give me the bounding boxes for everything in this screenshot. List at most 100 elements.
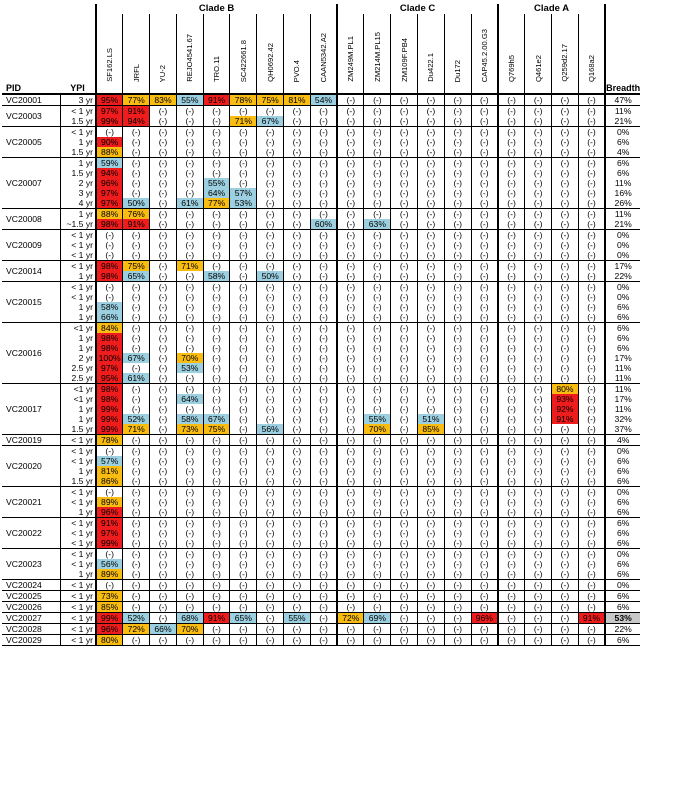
neutralization-value-cell: (-)	[551, 548, 579, 559]
neutralization-value-cell: (-)	[149, 302, 177, 312]
neutralization-value-cell: (-)	[363, 281, 391, 292]
neutralization-value-cell: (-)	[256, 538, 284, 549]
neutralization-value-cell: (-)	[336, 281, 364, 292]
neutralization-value-cell: (-)	[524, 198, 552, 209]
neutralization-value-cell: (-)	[363, 271, 391, 282]
neutralization-value-cell: (-)	[524, 343, 552, 353]
table-row: 1 yr 96% (-) (-) (-) (-) (-) (-) (-) (-) (-) (-) (-)…	[2, 507, 641, 518]
neutralization-value-cell: (-)	[122, 434, 150, 446]
virus-label: Du422.1	[426, 53, 436, 82]
neutralization-value-cell: (-)	[122, 363, 150, 373]
neutralization-value-cell: (-)	[229, 383, 257, 394]
neutralization-value-cell: (-)	[496, 188, 525, 198]
table-row: VC20014 < 1 yr 98% 75% (-) 71% (-) (-) (-) (-) (-)…	[2, 260, 641, 282]
neutralization-value-cell: (-)	[363, 404, 391, 414]
neutralization-value-cell: 65%	[229, 612, 257, 624]
neutralization-value-cell: (-)	[417, 126, 445, 137]
breadth-cell: 6%	[604, 466, 641, 476]
neutralization-value-cell: 56%	[95, 559, 123, 569]
neutralization-value-cell: (-)	[417, 147, 445, 158]
neutralization-value-cell: (-)	[202, 208, 230, 219]
neutralization-value-cell: (-)	[336, 528, 364, 538]
neutralization-value-cell: (-)	[363, 229, 391, 240]
neutralization-value-cell: (-)	[496, 240, 525, 250]
ypi-cell: 1 yr	[78, 343, 93, 353]
table-row: 1 yr 98% (-) (-) (-) (-) (-) (-) (-) (-) (-) (-) (-)…	[2, 343, 641, 353]
neutralization-value-cell: (-)	[551, 579, 579, 591]
neutralization-value-cell: (-)	[524, 363, 552, 373]
neutralization-value-cell: (-)	[551, 157, 579, 168]
neutralization-value-cell: (-)	[524, 476, 552, 487]
neutralization-value-cell: (-)	[470, 538, 498, 549]
neutralization-value-cell: (-)	[309, 559, 338, 569]
ypi-cell: 1 yr	[60, 271, 96, 282]
neutralization-value-cell: (-)	[390, 507, 418, 518]
neutralization-value-cell: (-)	[363, 333, 391, 343]
neutralization-value-cell: (-)	[470, 456, 498, 466]
neutralization-value-cell: (-)	[256, 178, 284, 188]
neutralization-value-cell: (-)	[336, 137, 364, 147]
neutralization-value-cell: (-)	[122, 486, 150, 497]
neutralization-value-cell: (-)	[202, 497, 230, 507]
table-row: VC20015 < 1 yr (-) (-) (-) (-) (-) (-) (-) (-) (-)…	[2, 281, 641, 323]
neutralization-value-cell: (-)	[524, 623, 552, 635]
ypi-cell: 2 yr	[78, 178, 93, 188]
table-row: VC20017 <1 yr 98% (-) (-) (-) (-) (-) (-) (-) (-)(…	[2, 383, 641, 435]
neutralization-value-cell: (-)	[229, 445, 257, 456]
neutralization-value-cell: 73%	[175, 424, 204, 435]
neutralization-value-cell: (-)	[417, 363, 445, 373]
neutralization-value-cell: (-)	[496, 198, 525, 209]
neutralization-value-cell: (-)	[256, 497, 284, 507]
virus-label: PVO.4	[292, 59, 302, 82]
neutralization-value-cell: (-)	[309, 208, 338, 219]
neutralization-value-cell: (-)	[577, 634, 606, 646]
neutralization-value-cell: (-)	[524, 466, 552, 476]
neutralization-value-cell: (-)	[443, 528, 472, 538]
neutralization-value-cell: (-)	[149, 188, 177, 198]
pid-cell: VC20008	[2, 208, 61, 230]
neutralization-value-cell: (-)	[363, 137, 391, 147]
neutralization-value-cell: (-)	[309, 312, 338, 323]
table-row: 1.5 yr 94% (-) (-) (-) (-) (-) (-) (-) (-) (-) (-)(…	[2, 168, 641, 178]
neutralization-value-cell: (-)	[363, 456, 391, 466]
breadth-cell: 26%	[604, 198, 641, 209]
neutralization-value-cell: (-)	[309, 394, 338, 404]
neutralization-value-cell: (-)	[363, 363, 391, 373]
neutralization-value-cell: (-)	[229, 281, 257, 292]
neutralization-value-cell: (-)	[256, 414, 284, 424]
neutralization-value-cell: (-)	[229, 137, 257, 147]
neutralization-value-cell: (-)	[95, 445, 123, 456]
neutralization-value-cell: (-)	[470, 116, 498, 127]
neutralization-value-cell: (-)	[149, 517, 177, 528]
ypi-cell: 1 yr	[78, 333, 93, 343]
neutralization-value-cell: (-)	[122, 312, 150, 323]
ypi-cell: 1.5 yr	[71, 168, 94, 178]
neutralization-value-cell: (-)	[175, 538, 204, 549]
neutralization-value-cell: (-)	[175, 281, 204, 292]
table-row: VC20028 < 1 yr 96% 72% 66% 70% (-) (-) (-) (-) (-)…	[2, 623, 641, 635]
breadth-column-header: Breadth	[604, 82, 641, 95]
neutralization-value-cell: (-)	[577, 590, 606, 602]
neutralization-value-cell: (-)	[283, 157, 311, 168]
neutralization-value-cell: 99%	[95, 538, 123, 549]
neutralization-value-cell: (-)	[524, 168, 552, 178]
neutralization-value-cell: (-)	[363, 590, 391, 602]
neutralization-value-cell: (-)	[283, 116, 311, 127]
neutralization-value-cell: (-)	[390, 229, 418, 240]
neutralization-value-cell: (-)	[175, 126, 204, 137]
neutralization-value-cell: (-)	[309, 137, 338, 147]
neutralization-value-cell: (-)	[470, 157, 498, 168]
neutralization-value-cell: (-)	[256, 126, 284, 137]
neutralization-value-cell: (-)	[577, 178, 606, 188]
neutralization-value-cell: (-)	[336, 188, 364, 198]
ypi-cell: 1.5 yr	[60, 424, 96, 435]
neutralization-value-cell: (-)	[470, 292, 498, 302]
neutralization-value-cell: (-)	[470, 363, 498, 373]
neutralization-value-cell: (-)	[229, 579, 257, 591]
neutralization-value-cell: (-)	[551, 312, 579, 323]
neutralization-value-cell: (-)	[390, 476, 418, 487]
neutralization-value-cell: (-)	[202, 343, 230, 353]
neutralization-value-cell: (-)	[496, 414, 525, 424]
neutralization-value-cell: (-)	[283, 373, 311, 384]
neutralization-value-cell: 59%	[95, 157, 123, 168]
